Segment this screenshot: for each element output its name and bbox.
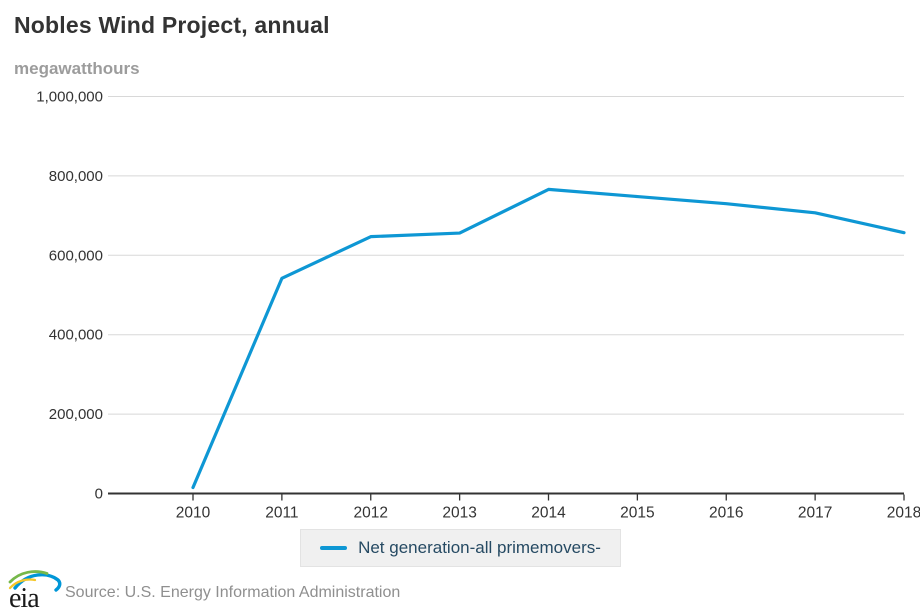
x-tick-label: 2017 [798,505,832,522]
eia-logo-wordmark: eia [9,583,40,611]
eia-logo: eia [8,570,62,611]
y-tick-label: 600,000 [49,247,103,264]
chart-title: Nobles Wind Project, annual [14,12,330,38]
eia-logo-green-swoosh [8,570,49,584]
x-tick-label: 2011 [265,505,298,522]
source-attribution: Source: U.S. Energy Information Administ… [65,584,401,601]
x-tick-label: 2012 [354,505,388,522]
x-tick-label: 2014 [531,505,566,522]
y-axis-units-label: megawatthours [14,59,140,78]
legend-line-swatch [320,546,348,550]
x-tick-label: 2016 [709,505,743,522]
y-tick-label: 1,000,000 [36,89,103,106]
y-tick-label: 0 [95,486,103,503]
legend-series-label: Net generation-all primemovers- [358,538,601,557]
x-tick-label: 2010 [176,505,211,522]
eia-logo-yellow-swoosh [8,578,37,590]
legend[interactable]: Net generation-all primemovers- [300,529,621,567]
eia-logo-blue-swoosh [13,573,62,592]
x-tick-label: 2013 [442,505,476,522]
series-line-net-generation [191,187,906,490]
x-tick-label: 2018 [887,505,920,522]
y-tick-label: 800,000 [49,168,103,185]
footer: eia Source: U.S. Energy Information Admi… [0,564,920,613]
x-tick-label: 2015 [620,505,654,522]
y-tick-label: 400,000 [49,327,103,344]
y-tick-label: 200,000 [49,406,103,423]
